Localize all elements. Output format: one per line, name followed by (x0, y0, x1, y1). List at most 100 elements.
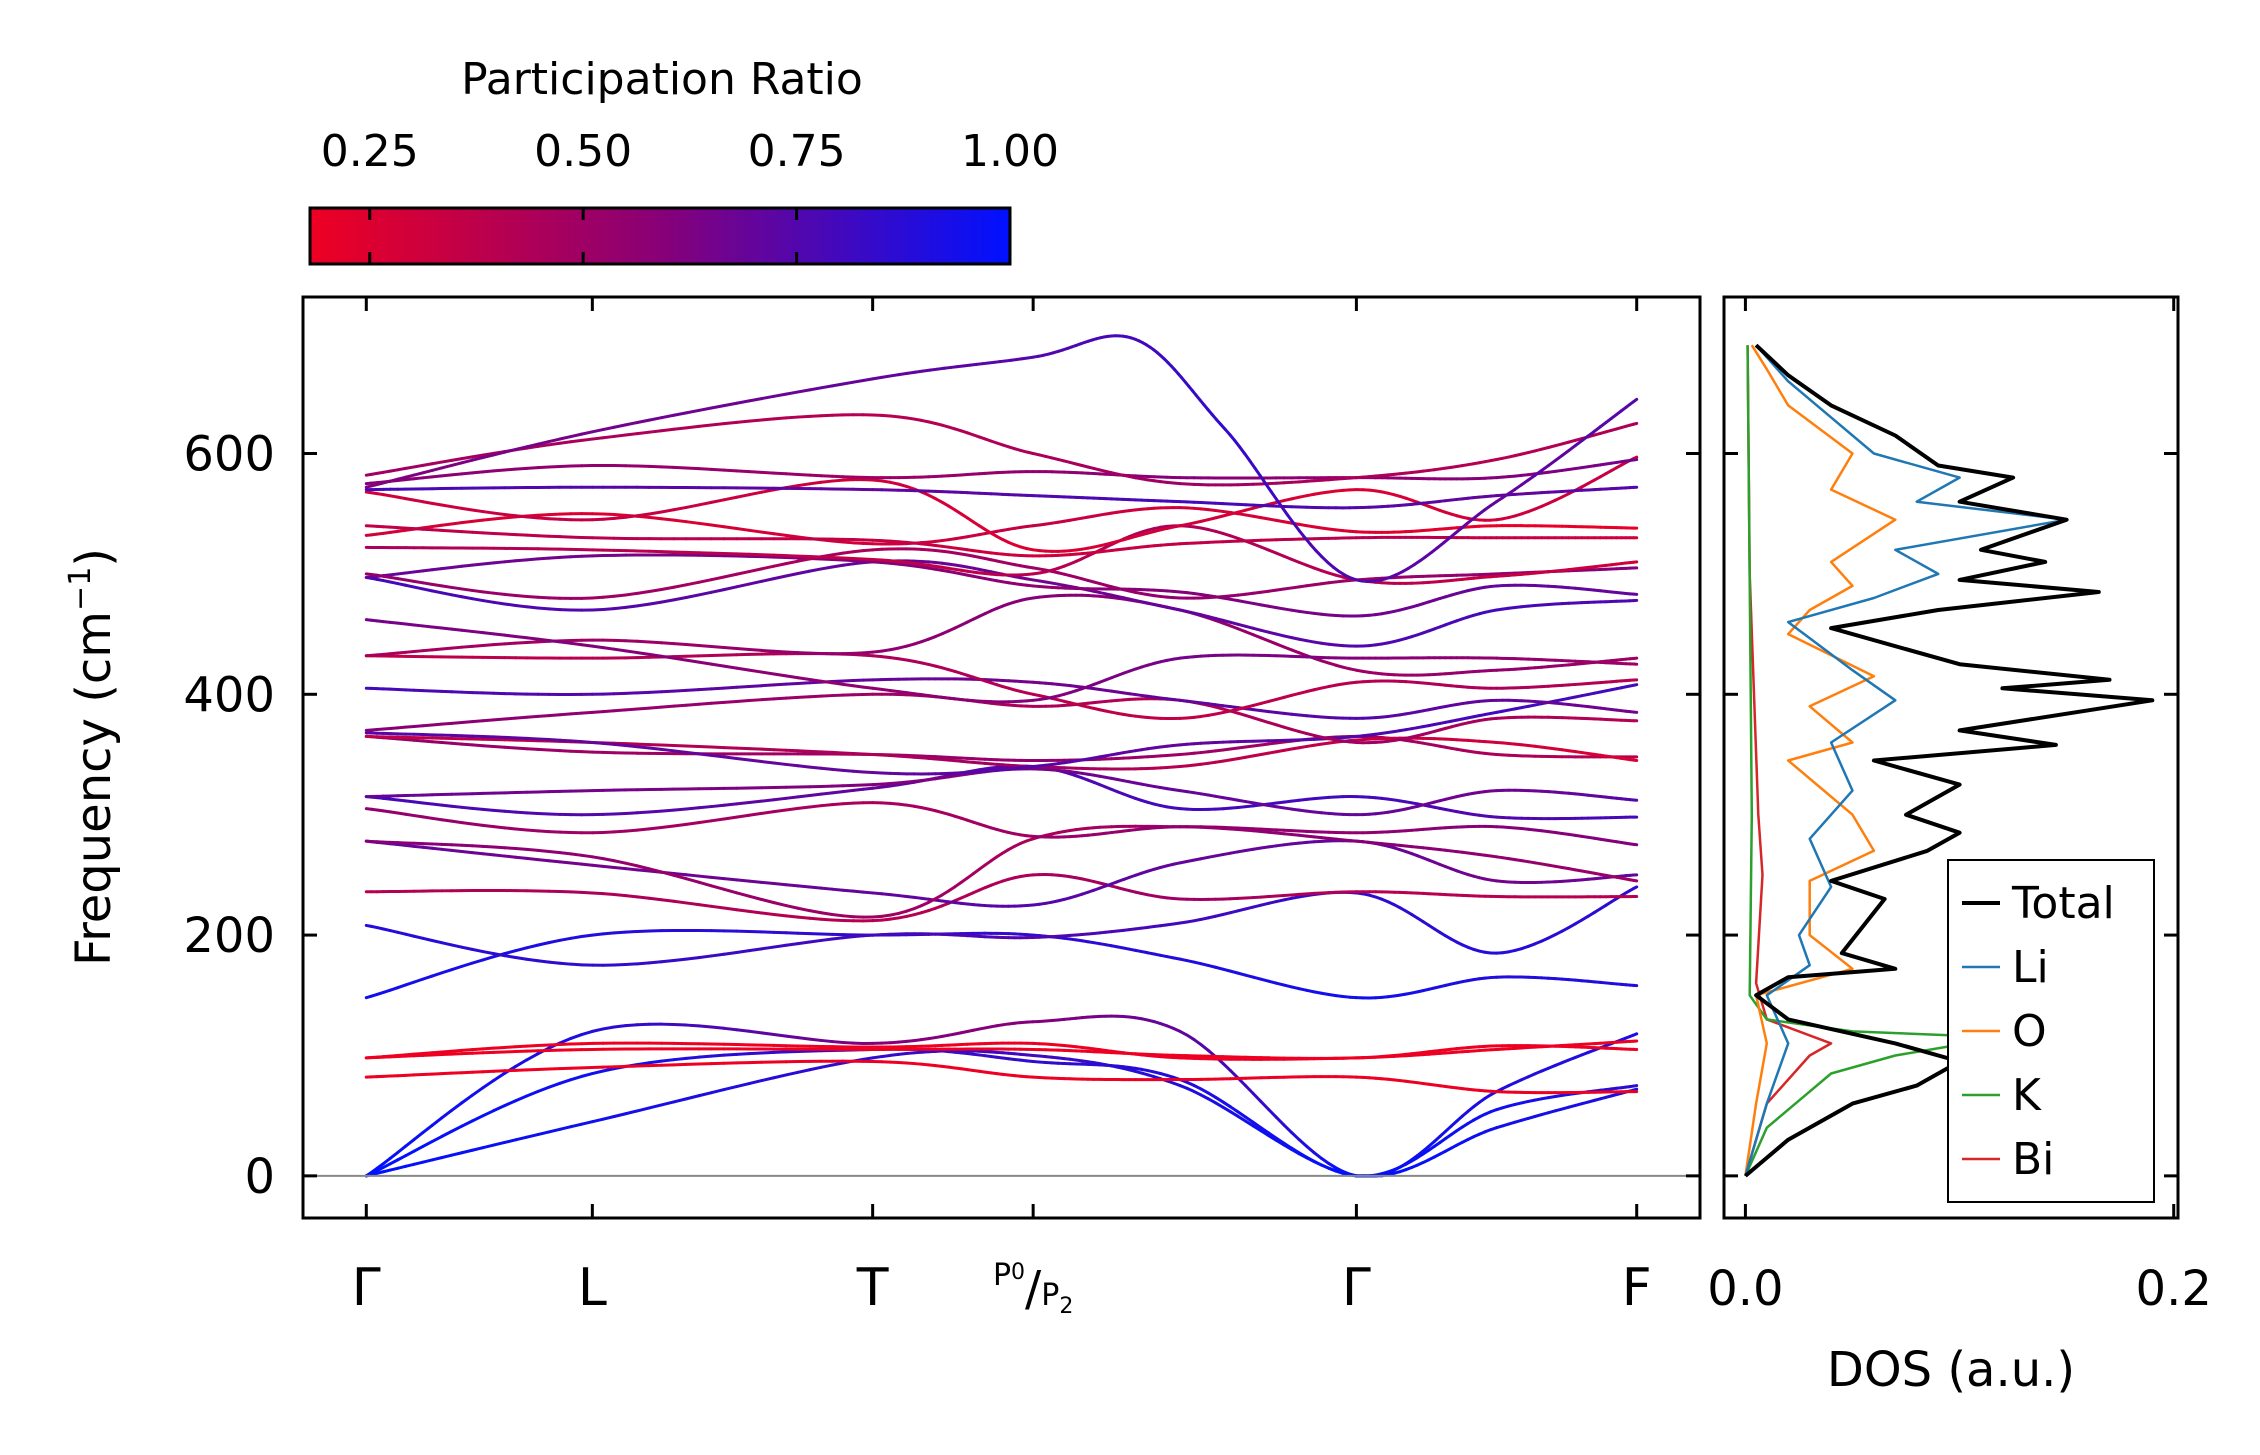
band-segment (421, 587, 434, 593)
band-segment (514, 715, 529, 720)
band-segment (1199, 1043, 1210, 1052)
band-segment (772, 672, 788, 678)
band-segment (514, 736, 529, 740)
band-segment (624, 828, 639, 833)
band-segment (601, 830, 616, 834)
band-segment (659, 704, 676, 709)
band-segment (514, 634, 529, 640)
band-segment (796, 805, 812, 810)
band-segment (547, 555, 562, 560)
band-segment (503, 592, 518, 598)
band-segment (481, 1109, 496, 1118)
band-segment (709, 875, 726, 881)
band-segment (841, 768, 855, 773)
band-segment (772, 943, 788, 949)
band-segment (536, 941, 551, 947)
band-segment (796, 557, 812, 563)
band-segment (784, 914, 800, 919)
band-segment (697, 521, 713, 527)
band-segment (503, 1138, 518, 1144)
band-segment (525, 828, 540, 833)
band-segment (492, 1140, 507, 1147)
band-segment (624, 962, 639, 967)
band-segment (1632, 885, 1639, 891)
band-segment (819, 479, 834, 484)
band-segment (396, 1144, 408, 1155)
band-segment (430, 1116, 444, 1127)
band-segment (612, 1024, 628, 1029)
band-segment (569, 739, 584, 744)
band-segment (709, 745, 726, 750)
band-segment (684, 1023, 701, 1028)
band-segment (722, 802, 739, 807)
band-band-400 (364, 677, 1639, 720)
band-segment (503, 532, 518, 537)
band-segment (492, 808, 507, 813)
band-segment (536, 829, 551, 834)
band-segment (525, 856, 540, 862)
band-segment (481, 517, 496, 522)
band-segment (772, 761, 788, 766)
band-segment (440, 528, 454, 533)
band-segment (722, 755, 739, 760)
band-segment (635, 895, 651, 900)
band-segment (697, 467, 713, 471)
band-segment (861, 752, 875, 756)
band-segment (808, 792, 823, 798)
band-segment (784, 571, 800, 578)
band-segment (697, 745, 713, 749)
band-segment (1282, 1141, 1294, 1150)
band-segment (612, 647, 628, 653)
band-segment (808, 694, 823, 699)
band-segment (601, 741, 616, 746)
band-segment (851, 889, 865, 894)
band-segment (580, 862, 594, 867)
band-segment (514, 594, 529, 598)
band-segment (760, 697, 776, 702)
band-segment (503, 745, 518, 750)
band-segment (404, 1149, 416, 1158)
band-segment (1251, 1092, 1263, 1104)
band-segment (808, 473, 823, 478)
band-segment (470, 597, 485, 603)
band-segment (784, 695, 800, 700)
band-segment (481, 643, 496, 647)
band-segment (659, 598, 676, 604)
band-segment (1297, 1138, 1309, 1148)
band-segment (784, 795, 800, 800)
band-segment (747, 1051, 764, 1056)
band-segment (830, 679, 845, 684)
band-segment (672, 518, 688, 524)
band-segment (747, 668, 764, 674)
band-segment (481, 718, 496, 723)
band-segment (430, 1050, 444, 1055)
band-segment (709, 686, 726, 691)
band-segment (871, 918, 884, 923)
band-segment (421, 624, 434, 629)
colorbar-title: Participation Ratio (461, 54, 863, 105)
band-segment (784, 650, 800, 655)
band-segment (612, 829, 628, 834)
band-segment (808, 765, 823, 770)
band-band-236 (364, 873, 1639, 923)
band-segment (601, 709, 616, 714)
band-segment (470, 822, 485, 827)
band-segment (796, 915, 812, 920)
band-segment (861, 933, 875, 938)
band-segment (412, 585, 425, 591)
band-segment (635, 602, 651, 608)
band-segment (808, 677, 823, 683)
band-segment (440, 1108, 454, 1120)
band-segment (1282, 1123, 1294, 1135)
band-segment (624, 591, 639, 597)
band-band-432 (364, 652, 1639, 721)
band-segment (796, 794, 812, 799)
band-segment (722, 1052, 739, 1057)
band-segment (481, 590, 496, 595)
band-segment (747, 799, 764, 805)
band-segment (735, 699, 751, 703)
band-segment (1251, 1124, 1263, 1133)
band-segment (772, 1073, 788, 1080)
band-segment (635, 1061, 651, 1067)
